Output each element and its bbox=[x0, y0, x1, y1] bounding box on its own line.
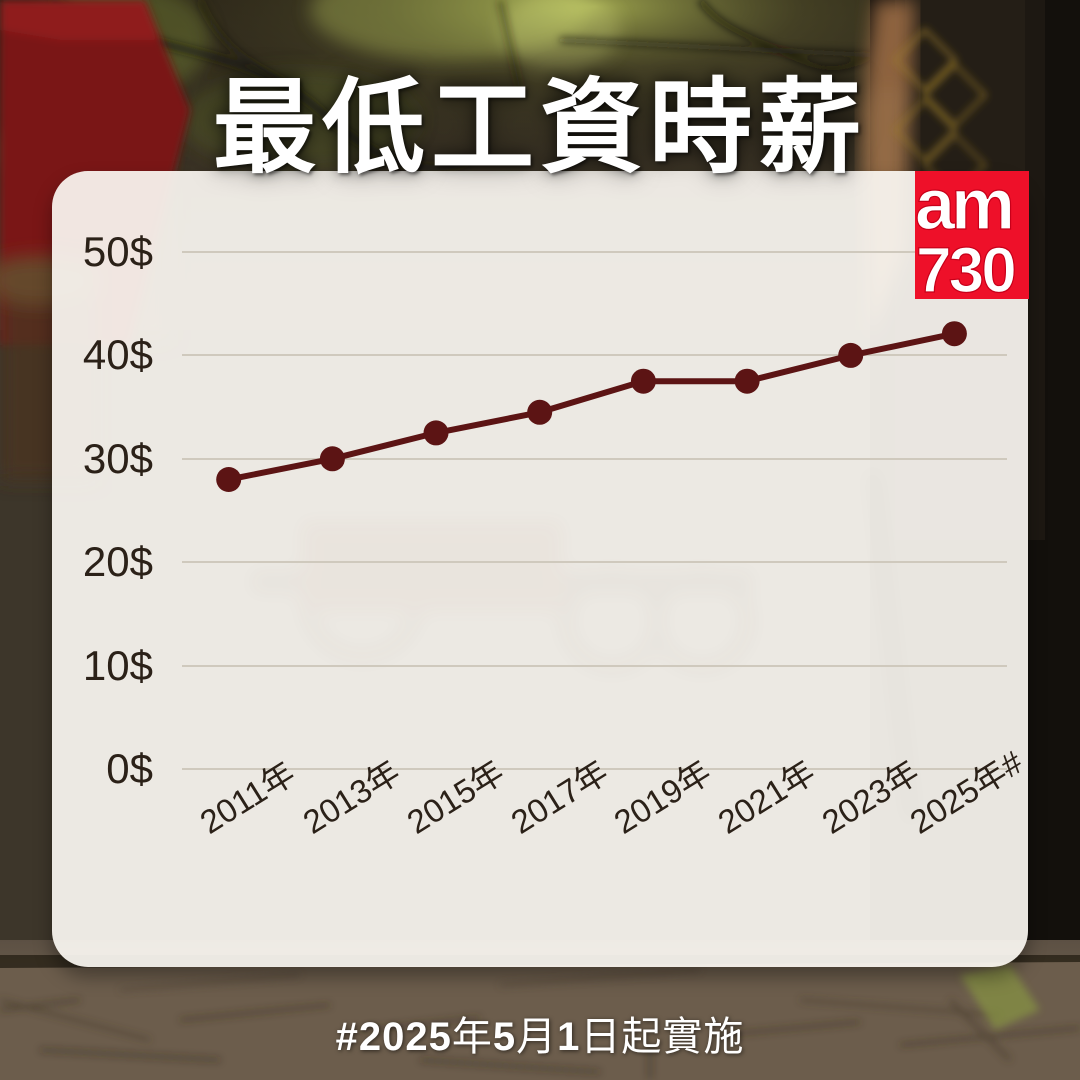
svg-text:730: 730 bbox=[916, 234, 1014, 299]
